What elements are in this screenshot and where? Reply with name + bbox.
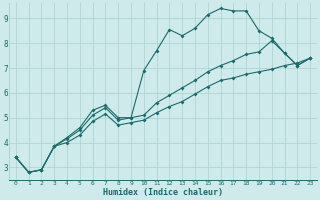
X-axis label: Humidex (Indice chaleur): Humidex (Indice chaleur) (103, 188, 223, 197)
